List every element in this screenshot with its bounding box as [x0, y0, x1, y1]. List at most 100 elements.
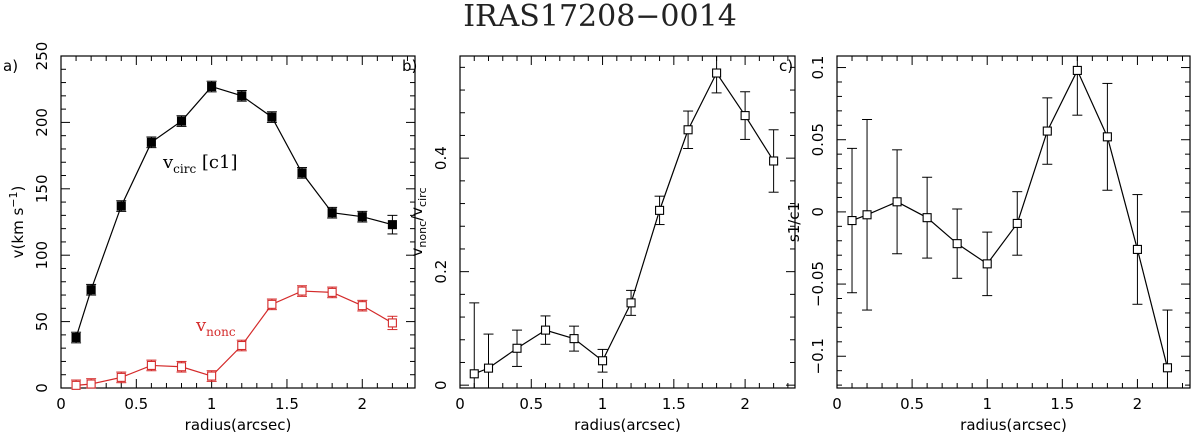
figure-title: IRAS17208−0014	[463, 0, 737, 34]
data-point	[540, 325, 551, 335]
y-tick-label: 250	[33, 42, 51, 71]
plot-frame	[459, 55, 796, 389]
panel-c: 0 0.5 1 1.5 2 −0.1 −0.05 0 0.05 0.1 radius(arcsec)…	[779, 55, 1191, 434]
data-point	[598, 356, 608, 366]
data-point	[267, 299, 277, 309]
data-point	[469, 369, 479, 379]
data-point	[297, 286, 307, 296]
data-point	[86, 285, 96, 295]
data-point	[357, 212, 367, 222]
data-point	[207, 371, 217, 381]
x-tick-label: 1	[207, 395, 217, 413]
y-tick-label: 0.05	[809, 123, 827, 156]
data-point	[116, 201, 126, 211]
x-tick-label: 2	[1133, 395, 1143, 413]
data-point	[847, 216, 857, 226]
data-point	[712, 68, 722, 78]
x-axis-label: radius(arcsec)	[185, 416, 292, 434]
data-point	[769, 156, 779, 166]
panel-letter: c)	[779, 57, 793, 75]
x-tick-label: 0.5	[124, 395, 148, 413]
y-tick-label: −0.1	[809, 338, 827, 374]
data-point	[297, 168, 307, 178]
data-point	[86, 379, 96, 389]
error-bar	[483, 333, 494, 389]
data-point	[176, 116, 187, 126]
data-point	[71, 332, 81, 343]
panel-b: 0 0.5 1 1.5 2 0 0.2 0.4 radius(arcsec) vnonc/vcir…	[402, 55, 796, 434]
x-tick-label: 0	[832, 395, 842, 413]
y-axis: −0.1 −0.05 0 0.05 0.1	[809, 56, 1190, 386]
data-point	[655, 205, 665, 215]
data-point	[327, 287, 337, 297]
data-point	[237, 340, 247, 351]
data-point	[483, 363, 494, 373]
y-tick-label: 0.1	[809, 56, 827, 80]
x-axis-label: radius(arcsec)	[574, 416, 681, 434]
error-bar	[1162, 309, 1173, 389]
error-bar	[1072, 55, 1083, 116]
x-tick-label: 2	[358, 395, 368, 413]
x-tick-label: 1.5	[1050, 395, 1074, 413]
y-tick-label: 0.4	[432, 146, 450, 170]
data-point	[512, 343, 522, 353]
x-tick-label: 1	[598, 395, 608, 413]
y-tick-label: 0	[809, 207, 827, 217]
data-point	[237, 91, 247, 101]
x-tick-label: 2	[740, 395, 750, 413]
plot-frame	[836, 55, 1191, 389]
plot-frame	[60, 55, 416, 389]
series-line	[75, 85, 393, 338]
data-point	[71, 380, 81, 390]
data-point	[1042, 126, 1052, 136]
y-tick-label: 200	[33, 108, 51, 137]
data-point	[116, 372, 126, 382]
series-0	[71, 80, 398, 344]
series-1	[71, 285, 398, 390]
data-point	[146, 137, 156, 147]
x-tick-label: 0	[455, 395, 465, 413]
data-point	[740, 111, 750, 121]
data-point	[146, 360, 156, 370]
series-line	[851, 69, 1169, 368]
data-point	[1012, 218, 1022, 228]
data-point	[569, 334, 579, 344]
y-tick-label: 0	[33, 383, 51, 393]
x-axis: 0 0.5 1 1.5 2	[56, 56, 408, 413]
panel-letter: b)	[402, 57, 417, 75]
data-point	[176, 362, 187, 372]
series-line	[474, 71, 775, 375]
series-0	[847, 55, 1173, 389]
x-tick-label: 0	[56, 395, 66, 413]
series-annotation: vnonc	[195, 315, 236, 339]
y-tick-label: 0.2	[432, 260, 450, 284]
data-point	[683, 125, 693, 135]
x-axis: 0 0.5 1 1.5 2	[455, 56, 789, 413]
data-point	[862, 210, 872, 220]
x-axis: 0 0.5 1 1.5 2	[832, 56, 1183, 413]
y-axis: 0 0.2 0.4	[432, 66, 795, 390]
data-point	[892, 197, 902, 207]
data-point	[387, 318, 397, 328]
y-tick-label: 50	[33, 312, 51, 331]
y-tick-label: 150	[33, 174, 51, 203]
series-annotation: vcirc [c1]	[162, 152, 238, 176]
data-point	[1072, 65, 1082, 75]
x-tick-label: 1.5	[662, 395, 686, 413]
data-point	[357, 301, 367, 311]
data-point	[922, 213, 932, 223]
y-axis-label: v(km s−1)	[7, 186, 27, 259]
x-tick-label: 0.5	[900, 395, 924, 413]
data-point	[626, 298, 636, 308]
y-tick-label: 100	[33, 241, 51, 270]
data-point	[952, 239, 962, 249]
data-point	[327, 208, 337, 218]
y-axis: 0 50 100 150 200 250	[33, 42, 415, 393]
data-point	[982, 259, 992, 269]
series-0	[469, 55, 779, 389]
y-tick-label: −0.05	[809, 261, 827, 307]
data-point	[267, 112, 277, 122]
panel-a: 0 0.5 1 1.5 2 0 50 100 150 200 250 radius(arcsec) v(…	[3, 42, 416, 434]
x-tick-label: 0.5	[519, 395, 543, 413]
y-axis-label: s1/c1	[785, 202, 803, 242]
